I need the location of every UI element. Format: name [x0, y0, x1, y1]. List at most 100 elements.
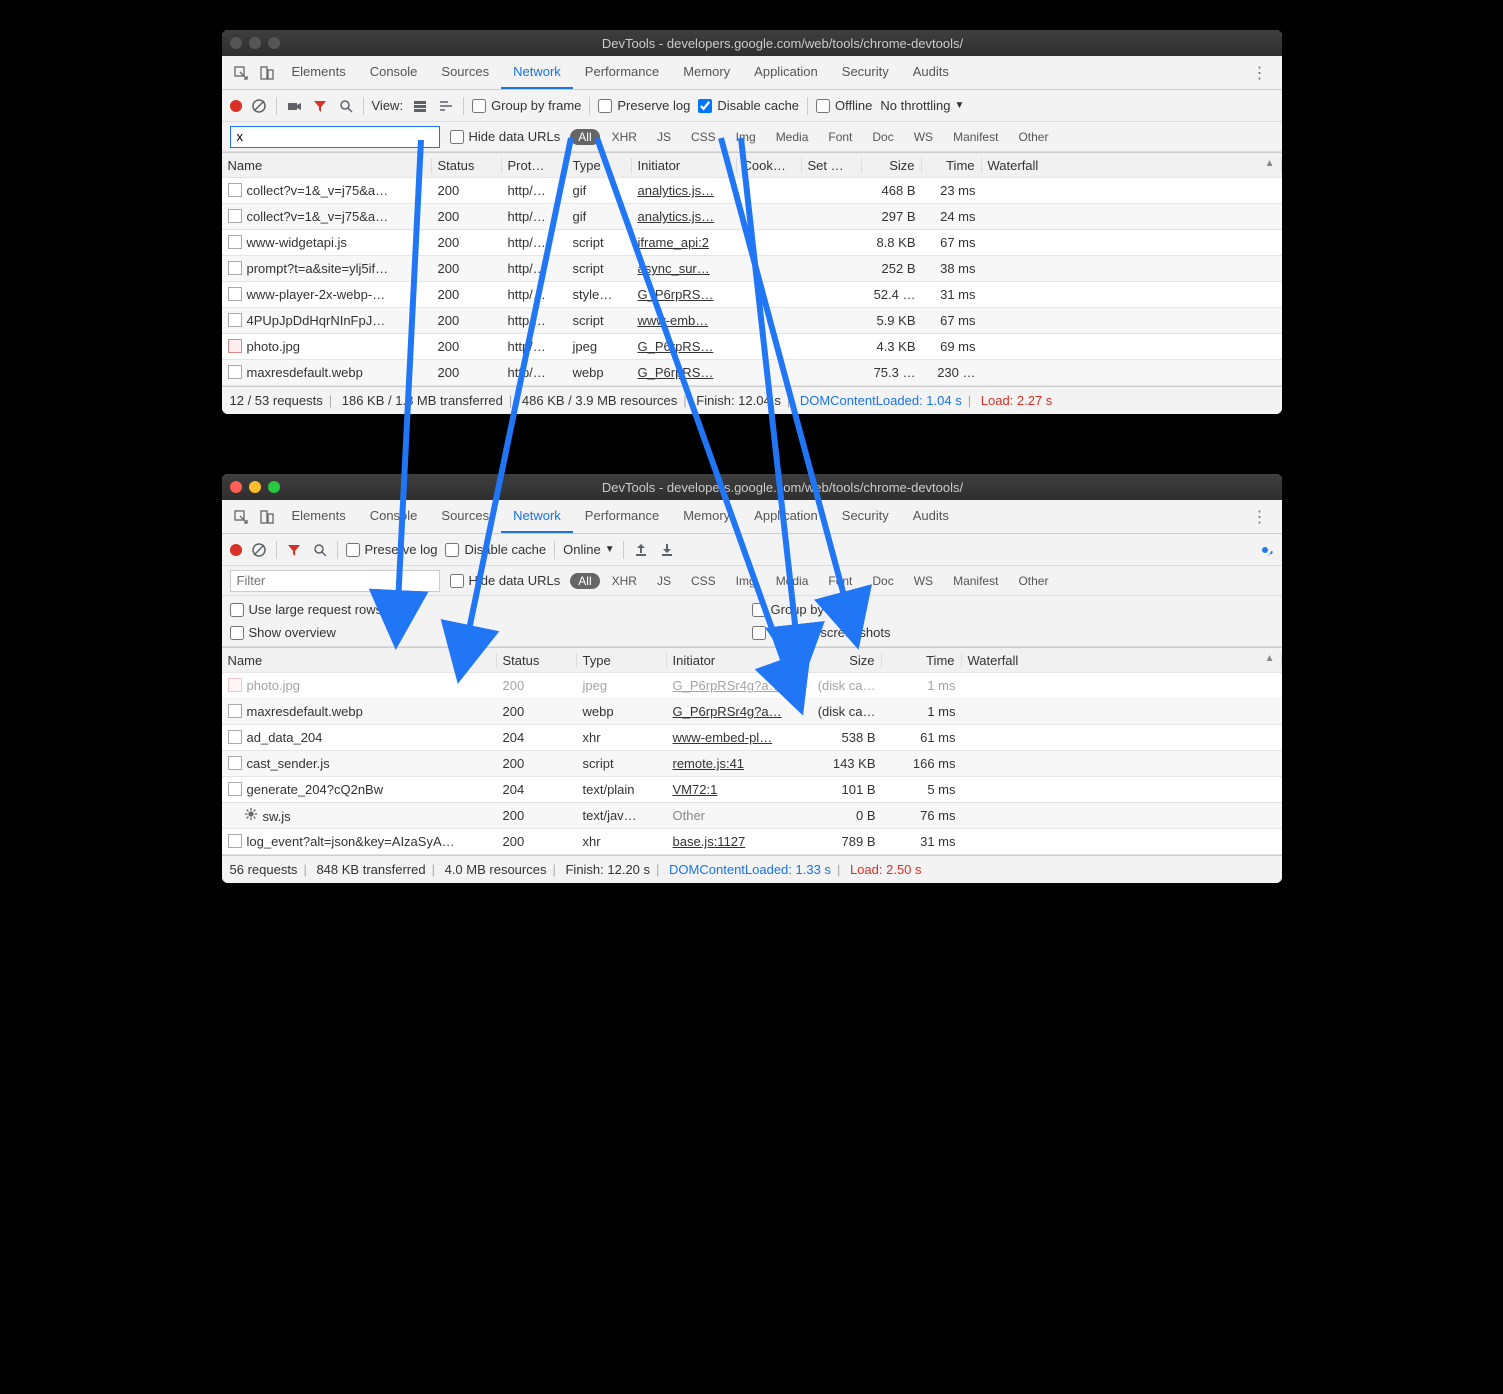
type-filter-js[interactable]: JS: [649, 129, 679, 145]
large-rows-checkbox[interactable]: Use large request rows: [230, 602, 752, 617]
camera-icon[interactable]: [285, 97, 303, 115]
col-header[interactable]: Size: [792, 653, 882, 668]
type-filter-ws[interactable]: WS: [906, 129, 941, 145]
type-filter-js[interactable]: JS: [649, 573, 679, 589]
table-row[interactable]: generate_204?cQ2nBw204text/plainVM72:110…: [222, 777, 1282, 803]
tab-elements[interactable]: Elements: [280, 500, 358, 533]
throttling-select[interactable]: Online ▼: [563, 542, 614, 557]
col-header[interactable]: Name: [222, 653, 497, 668]
table-row[interactable]: collect?v=1&_v=j75&a…200http/…gifanalyti…: [222, 178, 1282, 204]
clear-icon[interactable]: [250, 541, 268, 559]
table-row[interactable]: www-widgetapi.js200http/…scriptiframe_ap…: [222, 230, 1282, 256]
table-row[interactable]: maxresdefault.webp200webpG_P6rpRSr4g?a…(…: [222, 699, 1282, 725]
search-icon[interactable]: [337, 97, 355, 115]
close-dot[interactable]: [230, 481, 242, 493]
type-filter-img[interactable]: Img: [728, 573, 764, 589]
settings-icon[interactable]: [1256, 541, 1274, 559]
type-filter-css[interactable]: CSS: [683, 129, 724, 145]
col-header[interactable]: Time: [922, 158, 982, 173]
preserve-log-checkbox[interactable]: Preserve log: [346, 542, 438, 557]
tab-application[interactable]: Application: [742, 500, 830, 533]
col-header[interactable]: Time: [882, 653, 962, 668]
type-filter-xhr[interactable]: XHR: [604, 129, 645, 145]
tab-sources[interactable]: Sources: [429, 500, 501, 533]
filter-icon[interactable]: [311, 97, 329, 115]
max-dot[interactable]: [268, 37, 280, 49]
col-header[interactable]: Waterfall▲: [982, 158, 1282, 173]
table-row[interactable]: www-player-2x-webp-…200http/…style…G_P6r…: [222, 282, 1282, 308]
group-by-frame-checkbox[interactable]: Group by frame: [752, 602, 1274, 617]
inspect-icon[interactable]: [232, 508, 250, 526]
col-header[interactable]: Name: [222, 158, 432, 173]
type-filter-doc[interactable]: Doc: [864, 573, 901, 589]
filter-icon[interactable]: [285, 541, 303, 559]
table-row[interactable]: prompt?t=a&site=ylj5if…200http/…scriptas…: [222, 256, 1282, 282]
clear-icon[interactable]: [250, 97, 268, 115]
cell-initiator[interactable]: analytics.js…: [632, 209, 737, 224]
tab-application[interactable]: Application: [742, 56, 830, 89]
cell-initiator[interactable]: www-embed-pl…: [667, 730, 792, 745]
min-dot[interactable]: [249, 37, 261, 49]
cell-initiator[interactable]: Other: [667, 808, 792, 823]
table-row[interactable]: cast_sender.js200scriptremote.js:41143 K…: [222, 751, 1282, 777]
filter-input[interactable]: [230, 126, 440, 148]
table-row[interactable]: ad_data_204204xhrwww-embed-pl…538 B61 ms: [222, 725, 1282, 751]
tab-performance[interactable]: Performance: [573, 500, 671, 533]
cell-initiator[interactable]: G_P6rpRSr4g?a…: [667, 678, 792, 693]
col-header[interactable]: Status: [497, 653, 577, 668]
cell-initiator[interactable]: www-emb…: [632, 313, 737, 328]
search-icon[interactable]: [311, 541, 329, 559]
more-icon[interactable]: ⋮: [1244, 503, 1276, 531]
type-filter-manifest[interactable]: Manifest: [945, 573, 1006, 589]
cell-initiator[interactable]: G_P6rpRS…: [632, 365, 737, 380]
overview-icon[interactable]: [437, 97, 455, 115]
type-filter-media[interactable]: Media: [768, 129, 817, 145]
tab-elements[interactable]: Elements: [280, 56, 358, 89]
col-header[interactable]: Set …: [802, 158, 862, 173]
col-header[interactable]: Initiator: [632, 158, 737, 173]
show-overview-checkbox[interactable]: Show overview: [230, 625, 752, 640]
type-filter-ws[interactable]: WS: [906, 573, 941, 589]
tab-memory[interactable]: Memory: [671, 500, 742, 533]
table-row[interactable]: collect?v=1&_v=j75&a…200http/…gifanalyti…: [222, 204, 1282, 230]
type-filter-font[interactable]: Font: [820, 573, 860, 589]
tab-security[interactable]: Security: [830, 500, 901, 533]
col-header[interactable]: Prot…: [502, 158, 567, 173]
type-filter-img[interactable]: Img: [728, 129, 764, 145]
col-header[interactable]: Size: [862, 158, 922, 173]
offline-checkbox[interactable]: Offline: [816, 98, 872, 113]
min-dot[interactable]: [249, 481, 261, 493]
upload-icon[interactable]: [632, 541, 650, 559]
col-header[interactable]: Type: [567, 158, 632, 173]
col-header[interactable]: Cook…: [737, 158, 802, 173]
inspect-icon[interactable]: [232, 64, 250, 82]
throttling-select[interactable]: No throttling ▼: [880, 98, 964, 113]
tab-network[interactable]: Network: [501, 56, 573, 89]
more-icon[interactable]: ⋮: [1244, 59, 1276, 87]
tab-console[interactable]: Console: [358, 56, 430, 89]
cell-initiator[interactable]: G_P6rpRSr4g?a…: [667, 704, 792, 719]
table-row[interactable]: sw.js200text/jav…Other0 B76 ms: [222, 803, 1282, 829]
hide-data-urls-checkbox[interactable]: Hide data URLs: [450, 129, 561, 144]
tab-performance[interactable]: Performance: [573, 56, 671, 89]
close-dot[interactable]: [230, 37, 242, 49]
tab-network[interactable]: Network: [501, 500, 573, 533]
group-by-frame-checkbox[interactable]: Group by frame: [472, 98, 581, 113]
col-header[interactable]: Type: [577, 653, 667, 668]
large-rows-icon[interactable]: [411, 97, 429, 115]
type-filter-all[interactable]: All: [570, 129, 599, 145]
cell-initiator[interactable]: remote.js:41: [667, 756, 792, 771]
tab-audits[interactable]: Audits: [901, 56, 961, 89]
device-icon[interactable]: [258, 508, 276, 526]
type-filter-xhr[interactable]: XHR: [604, 573, 645, 589]
table-row[interactable]: photo.jpg200jpegG_P6rpRSr4g?a…(disk ca…1…: [222, 673, 1282, 699]
device-icon[interactable]: [258, 64, 276, 82]
tab-sources[interactable]: Sources: [429, 56, 501, 89]
disable-cache-checkbox[interactable]: Disable cache: [698, 98, 799, 113]
table-row[interactable]: log_event?alt=json&key=AIzaSyA…200xhrbas…: [222, 829, 1282, 855]
hide-data-urls-checkbox[interactable]: Hide data URLs: [450, 573, 561, 588]
table-row[interactable]: 4PUpJpDdHqrNInFpJ…200http/…scriptwww-emb…: [222, 308, 1282, 334]
cell-initiator[interactable]: iframe_api:2: [632, 235, 737, 250]
tab-console[interactable]: Console: [358, 500, 430, 533]
cell-initiator[interactable]: async_sur…: [632, 261, 737, 276]
